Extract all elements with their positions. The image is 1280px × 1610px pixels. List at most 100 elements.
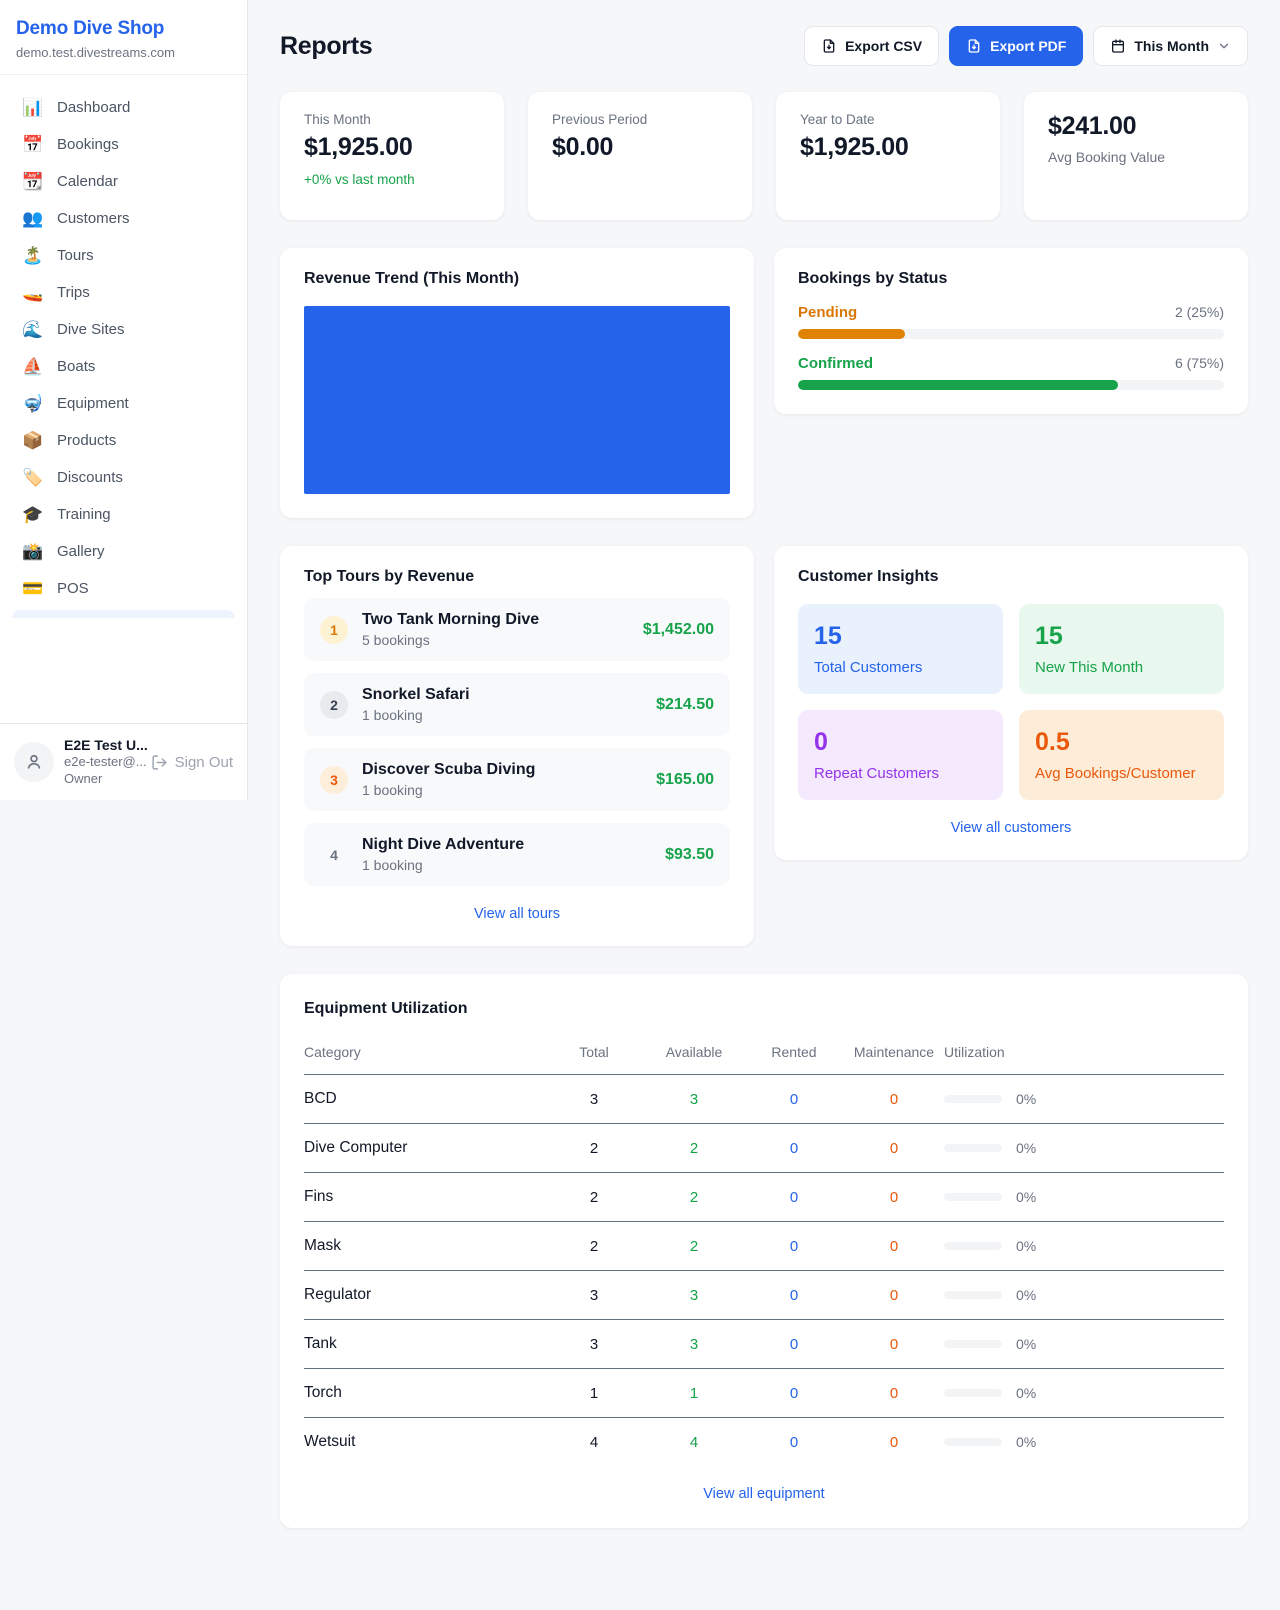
tile-label: Avg Bookings/Customer: [1035, 765, 1196, 782]
table-row: Dive Computer 2 2 0 0 0%: [304, 1123, 1224, 1173]
stat-value: $1,925.00: [800, 133, 909, 161]
cell-available: 3: [643, 1319, 744, 1369]
tile-value: 0: [814, 728, 828, 756]
file-download-icon: [823, 39, 835, 53]
cell-rented: 0: [743, 1172, 844, 1222]
cell-maintenance: 0: [843, 1172, 944, 1222]
stat-card-year-to-date: Year to Date $1,925.00: [776, 92, 1000, 220]
sidebar-item-trips[interactable]: 🚤 Trips: [12, 274, 235, 311]
cell-utilization: 0%: [1015, 1434, 1037, 1450]
sidebar-item-customers[interactable]: 👥 Customers: [12, 200, 235, 237]
col-header-category: Category: [304, 1032, 544, 1075]
table-row: Wetsuit 4 4 0 0 0%: [304, 1418, 1224, 1467]
user-email: e2e-tester@...: [64, 754, 147, 770]
bar-chart-icon: 📊: [22, 98, 44, 117]
diving-mask-icon: 🤿: [22, 394, 44, 413]
chevron-down-icon: [1219, 43, 1229, 49]
cell-utilization: 0%: [1015, 1091, 1037, 1107]
cell-available: 3: [643, 1074, 744, 1124]
tour-bookings: 5 bookings: [362, 632, 430, 648]
sidebar-item-label: POS: [57, 580, 89, 597]
sidebar-item-bookings[interactable]: 📅 Bookings: [12, 126, 235, 163]
stat-delta: +0% vs last month: [304, 172, 415, 187]
cell-rented: 0: [743, 1123, 844, 1173]
main-content: Reports Export CSV Export PDF: [248, 0, 1280, 1610]
sidebar-nav: 📊 Dashboard 📅 Bookings 📆 Calendar 👥 Cust…: [0, 75, 247, 723]
tour-bookings: 1 booking: [362, 857, 423, 873]
cell-total: 3: [543, 1319, 644, 1369]
view-all-tours-link[interactable]: View all tours: [474, 906, 560, 922]
period-dropdown[interactable]: This Month: [1093, 26, 1248, 66]
cell-maintenance: 0: [843, 1368, 944, 1418]
user-meta: E2E Test U... e2e-tester@... Owner: [64, 736, 148, 788]
sidebar-item-boats[interactable]: ⛵ Boats: [12, 348, 235, 385]
customer-insights-title: Customer Insights: [798, 568, 939, 585]
sidebar-item-label: Discounts: [57, 469, 123, 486]
speedboat-icon: 🚤: [22, 283, 44, 302]
cell-rented: 0: [743, 1319, 844, 1369]
package-icon: 📦: [22, 431, 44, 450]
status-value-confirmed: 6 (75%): [1174, 355, 1224, 371]
island-icon: 🏝️: [22, 246, 44, 265]
progress-track: [798, 380, 1224, 390]
sidebar-item-tours[interactable]: 🏝️ Tours: [12, 237, 235, 274]
col-header-available: Available: [643, 1032, 744, 1075]
utilization-bar: [943, 1438, 1002, 1446]
sidebar-item-calendar[interactable]: 📆 Calendar: [12, 163, 235, 200]
cell-total: 2: [543, 1172, 644, 1222]
stat-card-this-month: This Month $1,925.00 +0% vs last month: [280, 92, 504, 220]
cell-category: Wetsuit: [304, 1433, 356, 1450]
revenue-trend-chart: [304, 306, 730, 494]
tour-revenue: $93.50: [665, 845, 714, 863]
col-header-utilization: Utilization: [943, 1032, 1224, 1075]
sidebar-item-label: Dashboard: [57, 99, 131, 116]
utilization-bar: [943, 1095, 1002, 1103]
export-csv-button[interactable]: Export CSV: [804, 26, 940, 66]
tile-value: 15: [814, 622, 842, 650]
tile-new-this-month: 15 New This Month: [1019, 604, 1224, 694]
tour-name: Two Tank Morning Dive: [362, 611, 540, 628]
cell-total: 2: [543, 1123, 644, 1173]
sidebar-item-reports-clipped[interactable]: [12, 610, 235, 618]
tile-value: 0.5: [1035, 728, 1070, 756]
cell-rented: 0: [743, 1074, 844, 1124]
col-header-rented: Rented: [743, 1032, 844, 1075]
cell-rented: 0: [743, 1221, 844, 1271]
bookings-by-status-card: Bookings by Status Pending 2 (25%) Confi…: [774, 248, 1248, 414]
view-all-customers-link[interactable]: View all customers: [950, 820, 1072, 836]
user-name: E2E Test U...: [64, 737, 148, 754]
header-actions: Export CSV Export PDF This Month: [804, 26, 1248, 66]
sidebar-item-gallery[interactable]: 📸 Gallery: [12, 533, 235, 570]
sign-out-button[interactable]: Sign Out: [151, 754, 233, 771]
sidebar-item-dive-sites[interactable]: 🌊 Dive Sites: [12, 311, 235, 348]
utilization-bar: [943, 1389, 1002, 1397]
sidebar-item-training[interactable]: 🎓 Training: [12, 496, 235, 533]
tag-icon: 🏷️: [22, 468, 44, 487]
top-tours-card: Top Tours by Revenue 1 Two Tank Morning …: [280, 546, 754, 946]
logout-icon: [152, 754, 167, 770]
stat-label: Year to Date: [800, 112, 875, 127]
status-label-confirmed: Confirmed: [798, 355, 873, 372]
status-label-pending: Pending: [798, 304, 858, 321]
tour-name: Night Dive Adventure: [362, 836, 525, 853]
shop-name: Demo Dive Shop: [16, 18, 165, 39]
export-pdf-button[interactable]: Export PDF: [949, 26, 1084, 66]
view-all-equipment-link[interactable]: View all equipment: [703, 1486, 825, 1502]
calendar-icon: [1112, 39, 1125, 53]
cell-utilization: 0%: [1015, 1287, 1037, 1303]
cell-maintenance: 0: [843, 1074, 944, 1124]
sidebar-item-dashboard[interactable]: 📊 Dashboard: [12, 89, 235, 126]
utilization-bar: [943, 1144, 1002, 1152]
sidebar-item-discounts[interactable]: 🏷️ Discounts: [12, 459, 235, 496]
graduation-cap-icon: 🎓: [22, 505, 44, 524]
table-row: Fins 2 2 0 0 0%: [304, 1172, 1224, 1222]
sidebar-item-label: Training: [57, 506, 111, 523]
sidebar-item-pos[interactable]: 💳 POS: [12, 570, 235, 607]
cell-total: 2: [543, 1221, 644, 1271]
stat-label: Avg Booking Value: [1048, 149, 1166, 165]
sidebar-item-products[interactable]: 📦 Products: [12, 422, 235, 459]
sidebar-item-equipment[interactable]: 🤿 Equipment: [12, 385, 235, 422]
cell-available: 3: [643, 1270, 744, 1320]
tile-value: 15: [1035, 622, 1063, 650]
tour-revenue: $1,452.00: [642, 620, 714, 638]
